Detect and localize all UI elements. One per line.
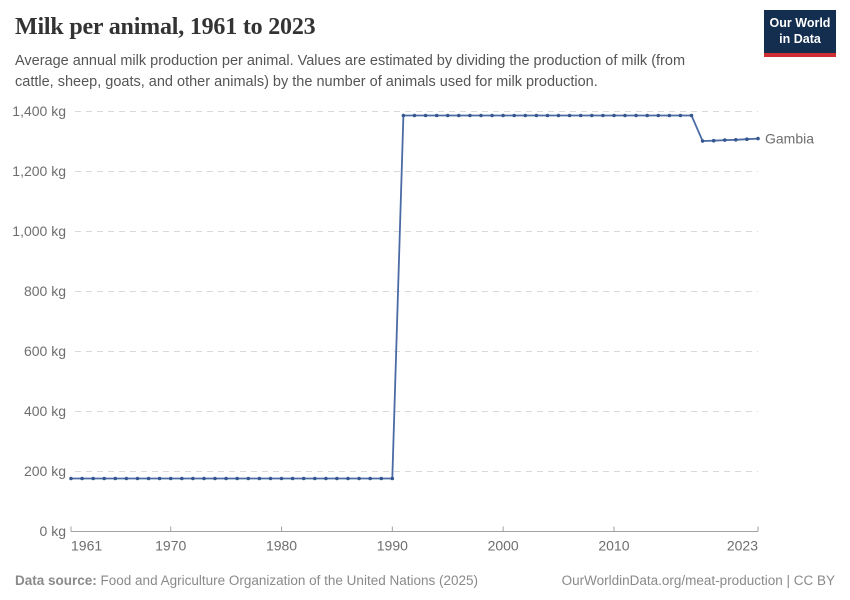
data-point[interactable] <box>490 113 494 118</box>
data-point[interactable] <box>135 476 140 481</box>
data-point[interactable] <box>246 476 251 481</box>
data-point[interactable] <box>468 113 472 118</box>
x-axis-label: 2023 <box>727 538 758 554</box>
data-point[interactable] <box>180 476 184 481</box>
data-point[interactable] <box>634 113 638 118</box>
data-source-note: Data source: Food and Agriculture Organi… <box>15 573 478 588</box>
data-point[interactable] <box>224 476 228 481</box>
data-point[interactable] <box>445 113 450 118</box>
data-point[interactable] <box>423 113 428 118</box>
y-axis-label: 0 kg <box>40 523 66 539</box>
data-point[interactable] <box>301 476 306 481</box>
data-point[interactable] <box>102 476 106 481</box>
data-point[interactable] <box>91 476 95 481</box>
data-point[interactable] <box>202 476 206 481</box>
data-point[interactable] <box>412 113 417 118</box>
data-point[interactable] <box>556 113 561 118</box>
data-point[interactable] <box>612 113 616 118</box>
data-point[interactable] <box>401 113 406 118</box>
data-point[interactable] <box>146 476 151 481</box>
data-point[interactable] <box>157 476 162 481</box>
data-point[interactable] <box>235 476 239 481</box>
data-point[interactable] <box>434 113 439 118</box>
data-point[interactable] <box>290 476 295 481</box>
y-axis-label: 400 kg <box>24 403 66 419</box>
series-label-gambia[interactable]: Gambia <box>765 131 814 147</box>
data-point[interactable] <box>335 476 339 481</box>
x-axis-label: 2010 <box>598 538 629 554</box>
owid-logo-line1: Our World <box>769 16 831 30</box>
data-point[interactable] <box>723 138 727 142</box>
y-axis-label: 600 kg <box>24 343 66 359</box>
data-point[interactable] <box>257 476 262 481</box>
data-point[interactable] <box>213 476 217 481</box>
y-axis-label: 1,400 kg <box>12 103 66 119</box>
chart-header: Milk per animal, 1961 to 2023 Average an… <box>15 14 740 93</box>
data-point[interactable] <box>590 113 594 118</box>
x-axis-label: 2000 <box>488 538 519 554</box>
x-axis-label: 1970 <box>155 538 186 554</box>
chart-title: Milk per animal, 1961 to 2023 <box>15 14 316 40</box>
data-point[interactable] <box>501 113 505 118</box>
data-point[interactable] <box>69 476 73 481</box>
data-point[interactable] <box>656 113 661 118</box>
data-point[interactable] <box>601 113 605 118</box>
y-axis-label: 1,200 kg <box>12 163 66 179</box>
data-point[interactable] <box>545 113 550 118</box>
data-point[interactable] <box>457 113 461 118</box>
data-point[interactable] <box>313 476 317 481</box>
data-point[interactable] <box>667 113 672 118</box>
data-point[interactable] <box>756 136 760 141</box>
y-axis-label: 200 kg <box>24 463 66 479</box>
data-point[interactable] <box>745 137 749 141</box>
y-axis-label: 800 kg <box>24 283 66 299</box>
data-point[interactable] <box>124 476 129 481</box>
owid-logo-line2: in Data <box>779 32 821 47</box>
footer-credit-link[interactable]: OurWorldinData.org/meat-production | CC … <box>561 573 835 588</box>
x-axis-label: 1990 <box>377 538 408 554</box>
data-point[interactable] <box>678 113 683 118</box>
data-point[interactable] <box>191 476 195 481</box>
data-point[interactable] <box>113 476 118 481</box>
data-point[interactable] <box>578 113 583 118</box>
data-point[interactable] <box>268 476 273 481</box>
y-axis-label: 1,000 kg <box>12 223 66 239</box>
data-point[interactable] <box>523 113 528 118</box>
data-point[interactable] <box>357 476 361 481</box>
data-source-label: Data source: <box>15 573 97 588</box>
data-point[interactable] <box>734 138 738 142</box>
data-point[interactable] <box>168 476 173 481</box>
x-axis-label: 1980 <box>266 538 297 554</box>
owid-logo[interactable]: Our World in Data <box>764 10 836 57</box>
data-point[interactable] <box>512 113 516 118</box>
series-line-gambia[interactable] <box>71 114 759 480</box>
data-point[interactable] <box>346 476 350 481</box>
data-point[interactable] <box>700 139 705 143</box>
data-point[interactable] <box>379 476 384 481</box>
data-point[interactable] <box>390 476 395 481</box>
data-point[interactable] <box>479 113 483 118</box>
data-point[interactable] <box>368 476 373 481</box>
data-point[interactable] <box>534 113 539 118</box>
data-point[interactable] <box>80 476 84 481</box>
data-point[interactable] <box>689 113 694 118</box>
chart-subtitle: Average annual milk production per anima… <box>15 53 686 91</box>
data-point[interactable] <box>711 138 716 143</box>
chart-footer: Data source: Food and Agriculture Organi… <box>15 573 835 588</box>
x-axis-label: 1961 <box>71 538 102 554</box>
data-source-text: Food and Agriculture Organization of the… <box>96 573 479 588</box>
data-point[interactable] <box>645 113 649 118</box>
data-point[interactable] <box>324 476 328 481</box>
data-point[interactable] <box>279 476 284 481</box>
data-point[interactable] <box>567 113 572 118</box>
data-point[interactable] <box>623 113 627 118</box>
